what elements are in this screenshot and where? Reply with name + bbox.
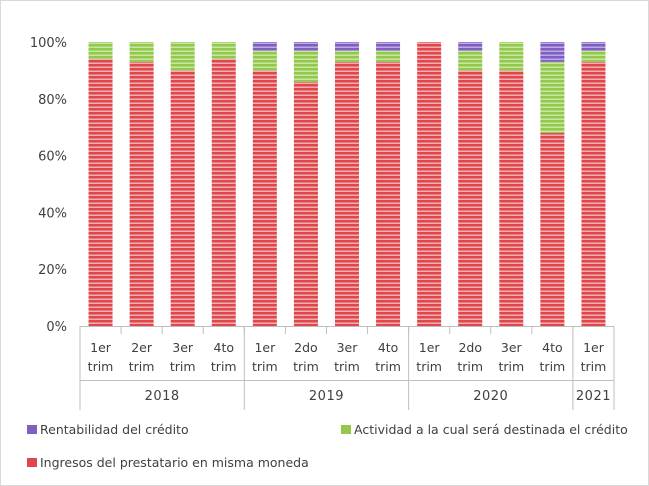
bar-segment (88, 42, 113, 60)
bar-segment (458, 42, 483, 51)
bar-segment (252, 50, 277, 71)
bar-segment (499, 42, 524, 71)
x-group-label: 2020 (473, 389, 508, 404)
x-tick-label: 3er (337, 340, 359, 355)
legend-label-rentabilidad: Rentabilidad del crédito (40, 422, 189, 437)
bar-segment (458, 70, 483, 327)
legend-swatch-rentabilidad (27, 425, 37, 434)
bar-segment (129, 61, 154, 326)
x-tick-label: trim (129, 359, 155, 374)
y-tick-label: 40% (38, 206, 67, 221)
x-tick-label: 1er (254, 340, 276, 355)
bar-segment (376, 61, 401, 326)
x-tick-label: trim (375, 359, 401, 374)
bar-segment (540, 61, 565, 133)
y-tick-label: 100% (30, 36, 67, 51)
x-tick-label: trim (334, 359, 360, 374)
bar-segment (293, 42, 318, 51)
bar-segment (335, 61, 359, 326)
x-tick-label: 3er (172, 340, 194, 355)
legend-label-actividad: Actividad a la cual será destinada el cr… (354, 422, 628, 437)
bar-segment (499, 70, 524, 327)
bar-segment (293, 50, 318, 82)
x-tick-label: 1er (583, 340, 605, 355)
y-tick-label: 60% (38, 150, 67, 165)
bar-segment (581, 61, 606, 326)
x-tick-label: trim (540, 359, 566, 374)
legend-item-actividad: Actividad a la cual será destinada el cr… (341, 422, 628, 437)
bar-segment (417, 42, 442, 326)
x-tick-label: trim (170, 359, 196, 374)
bar-segment (252, 42, 277, 51)
bar-segment (129, 42, 154, 62)
bar-segment (376, 50, 401, 62)
legend-item-rentabilidad: Rentabilidad del crédito (27, 422, 189, 437)
x-tick-label: trim (416, 359, 442, 374)
x-tick-label: 3er (501, 340, 523, 355)
x-tick-label: trim (293, 359, 319, 374)
bar-segment (293, 81, 318, 326)
legend-item-ingresos: Ingresos del prestatario en misma moneda (27, 455, 309, 470)
bar-segment (170, 42, 195, 71)
bar-segment (252, 70, 277, 327)
y-tick-label: 20% (38, 263, 67, 278)
bar-segment (540, 42, 565, 62)
bar-segment (211, 42, 236, 60)
x-tick-label: 1er (419, 340, 441, 355)
bar-segment (335, 50, 359, 62)
x-tick-label: 4to (214, 340, 235, 355)
x-tick-label: trim (581, 359, 607, 374)
y-tick-label: 80% (38, 93, 67, 108)
bar-segment (88, 59, 113, 326)
bar-segment (211, 59, 236, 326)
x-group-label: 2021 (576, 389, 611, 404)
bar-segment (170, 70, 195, 327)
legend-swatch-ingresos (27, 458, 37, 467)
x-tick-label: 4to (378, 340, 399, 355)
x-tick-label: trim (252, 359, 278, 374)
x-tick-label: trim (498, 359, 524, 374)
x-group-label: 2019 (309, 389, 344, 404)
bar-segment (376, 42, 401, 51)
x-group-label: 2018 (145, 389, 180, 404)
bar-segment (335, 42, 359, 51)
x-tick-label: 2do (458, 340, 482, 355)
legend-swatch-actividad (341, 425, 351, 434)
x-tick-label: trim (211, 359, 237, 374)
x-tick-label: 4to (542, 340, 563, 355)
legend-label-ingresos: Ingresos del prestatario en misma moneda (40, 455, 309, 470)
bar-segment (458, 50, 483, 71)
x-tick-label: trim (88, 359, 114, 374)
y-tick-label: 0% (46, 320, 67, 335)
bar-segment (540, 132, 565, 326)
x-tick-label: 1er (90, 340, 112, 355)
x-tick-label: trim (457, 359, 483, 374)
bar-segment (581, 50, 606, 62)
x-tick-label: 2er (131, 340, 153, 355)
bar-segment (581, 42, 606, 51)
x-tick-label: 2do (294, 340, 318, 355)
